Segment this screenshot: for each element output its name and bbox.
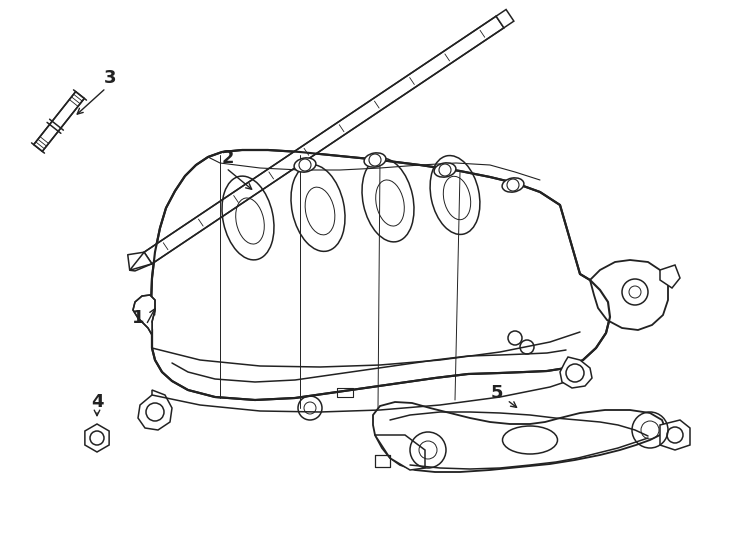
- Polygon shape: [85, 424, 109, 452]
- Polygon shape: [151, 150, 610, 400]
- Ellipse shape: [434, 163, 456, 177]
- Polygon shape: [144, 16, 504, 264]
- Text: 2: 2: [222, 149, 234, 167]
- Polygon shape: [34, 92, 84, 151]
- Ellipse shape: [502, 178, 524, 192]
- Text: 5: 5: [491, 384, 504, 402]
- Polygon shape: [560, 357, 592, 388]
- Polygon shape: [375, 435, 425, 470]
- Text: 4: 4: [91, 393, 103, 411]
- Polygon shape: [496, 10, 514, 28]
- Polygon shape: [373, 402, 665, 472]
- Polygon shape: [660, 265, 680, 288]
- Text: 3: 3: [103, 69, 116, 87]
- Polygon shape: [138, 390, 172, 430]
- Polygon shape: [130, 252, 152, 270]
- Polygon shape: [590, 260, 668, 330]
- Ellipse shape: [364, 153, 386, 167]
- Polygon shape: [660, 420, 690, 450]
- Text: 1: 1: [131, 309, 145, 327]
- Polygon shape: [133, 295, 155, 335]
- Ellipse shape: [294, 158, 316, 172]
